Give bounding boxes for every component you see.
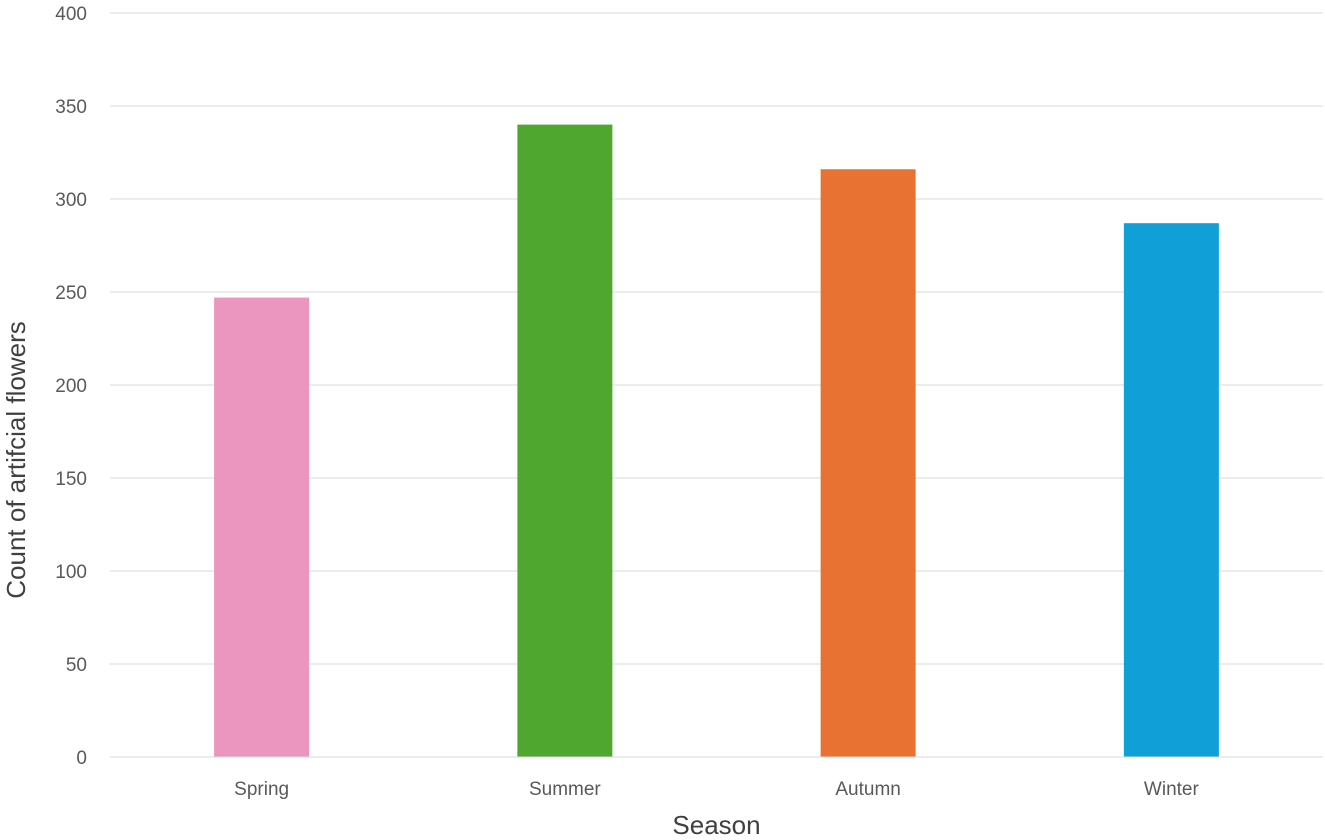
y-tick-label: 150	[55, 469, 87, 490]
y-tick-label: 300	[55, 190, 87, 211]
y-tick-labels: 0 50 100 150 200 250 300 350 400	[55, 4, 87, 769]
y-tick-label: 100	[55, 562, 87, 583]
y-tick-label: 0	[76, 748, 87, 769]
y-tick-label: 250	[55, 283, 87, 304]
y-tick-label: 350	[55, 97, 87, 118]
y-tick-label: 200	[55, 376, 87, 397]
x-tick-label: Autumn	[835, 779, 900, 800]
y-tick-label: 400	[55, 4, 87, 25]
x-tick-label: Summer	[529, 779, 601, 800]
y-axis-title: Count of artifcial flowers	[1, 321, 31, 598]
bar-autumn	[820, 169, 916, 758]
bar-spring	[214, 297, 310, 757]
x-tick-labels: Spring Summer Autumn Winter	[234, 779, 1199, 800]
bar-summer	[517, 124, 613, 758]
x-tick-label: Winter	[1144, 779, 1200, 800]
y-tick-label: 50	[66, 655, 87, 676]
gridlines	[110, 12, 1323, 665]
bars	[214, 124, 1219, 758]
x-axis-title: Season	[672, 810, 760, 840]
x-tick-label: Spring	[234, 779, 289, 800]
bar-winter	[1123, 223, 1219, 757]
